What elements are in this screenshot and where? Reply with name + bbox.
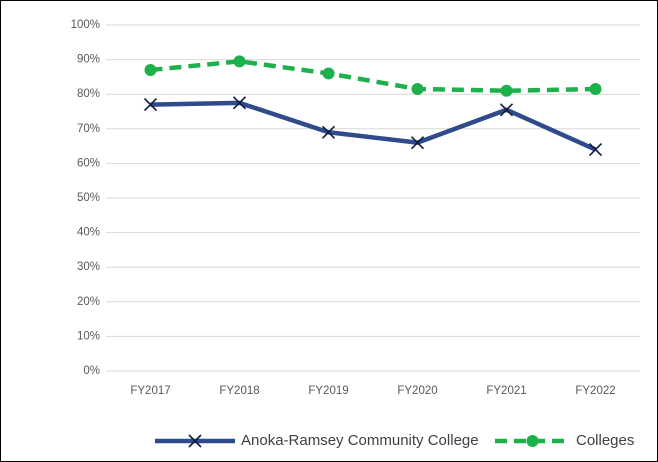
x-tick-label: FY2021 <box>486 385 526 397</box>
legend-marker <box>188 434 202 448</box>
data-point <box>232 96 247 110</box>
y-tick-label: 10% <box>77 330 100 342</box>
y-tick-label: 30% <box>77 261 100 273</box>
data-point <box>321 125 336 139</box>
data-point <box>143 98 158 112</box>
data-point <box>411 83 424 96</box>
y-tick-label: 0% <box>83 365 100 377</box>
x-tick-label: FY2022 <box>575 385 615 397</box>
x-tick-label: FY2018 <box>219 385 259 397</box>
data-point <box>233 55 246 68</box>
x-tick-label: FY2019 <box>308 385 348 397</box>
data-point <box>500 84 513 97</box>
legend-label: Colleges <box>576 432 634 449</box>
y-tick-label: 80% <box>77 88 100 100</box>
legend-label: Anoka-Ramsey Community College <box>241 432 479 449</box>
data-point <box>588 142 603 157</box>
y-tick-label: 40% <box>77 227 100 239</box>
y-tick-label: 60% <box>77 157 100 169</box>
series-line <box>150 100 597 152</box>
data-point <box>410 136 425 150</box>
y-tick-label: 100% <box>71 19 100 31</box>
x-tick-label: FY2017 <box>130 385 170 397</box>
data-point <box>144 63 157 76</box>
y-tick-label: 90% <box>77 54 100 66</box>
data-point <box>499 103 514 117</box>
y-tick-label: 20% <box>77 296 100 308</box>
y-tick-label: 50% <box>77 192 100 204</box>
data-point <box>322 67 335 80</box>
data-point <box>589 83 602 96</box>
y-tick-label: 70% <box>77 123 100 135</box>
legend-marker <box>526 435 539 447</box>
x-tick-label: FY2020 <box>397 385 437 397</box>
